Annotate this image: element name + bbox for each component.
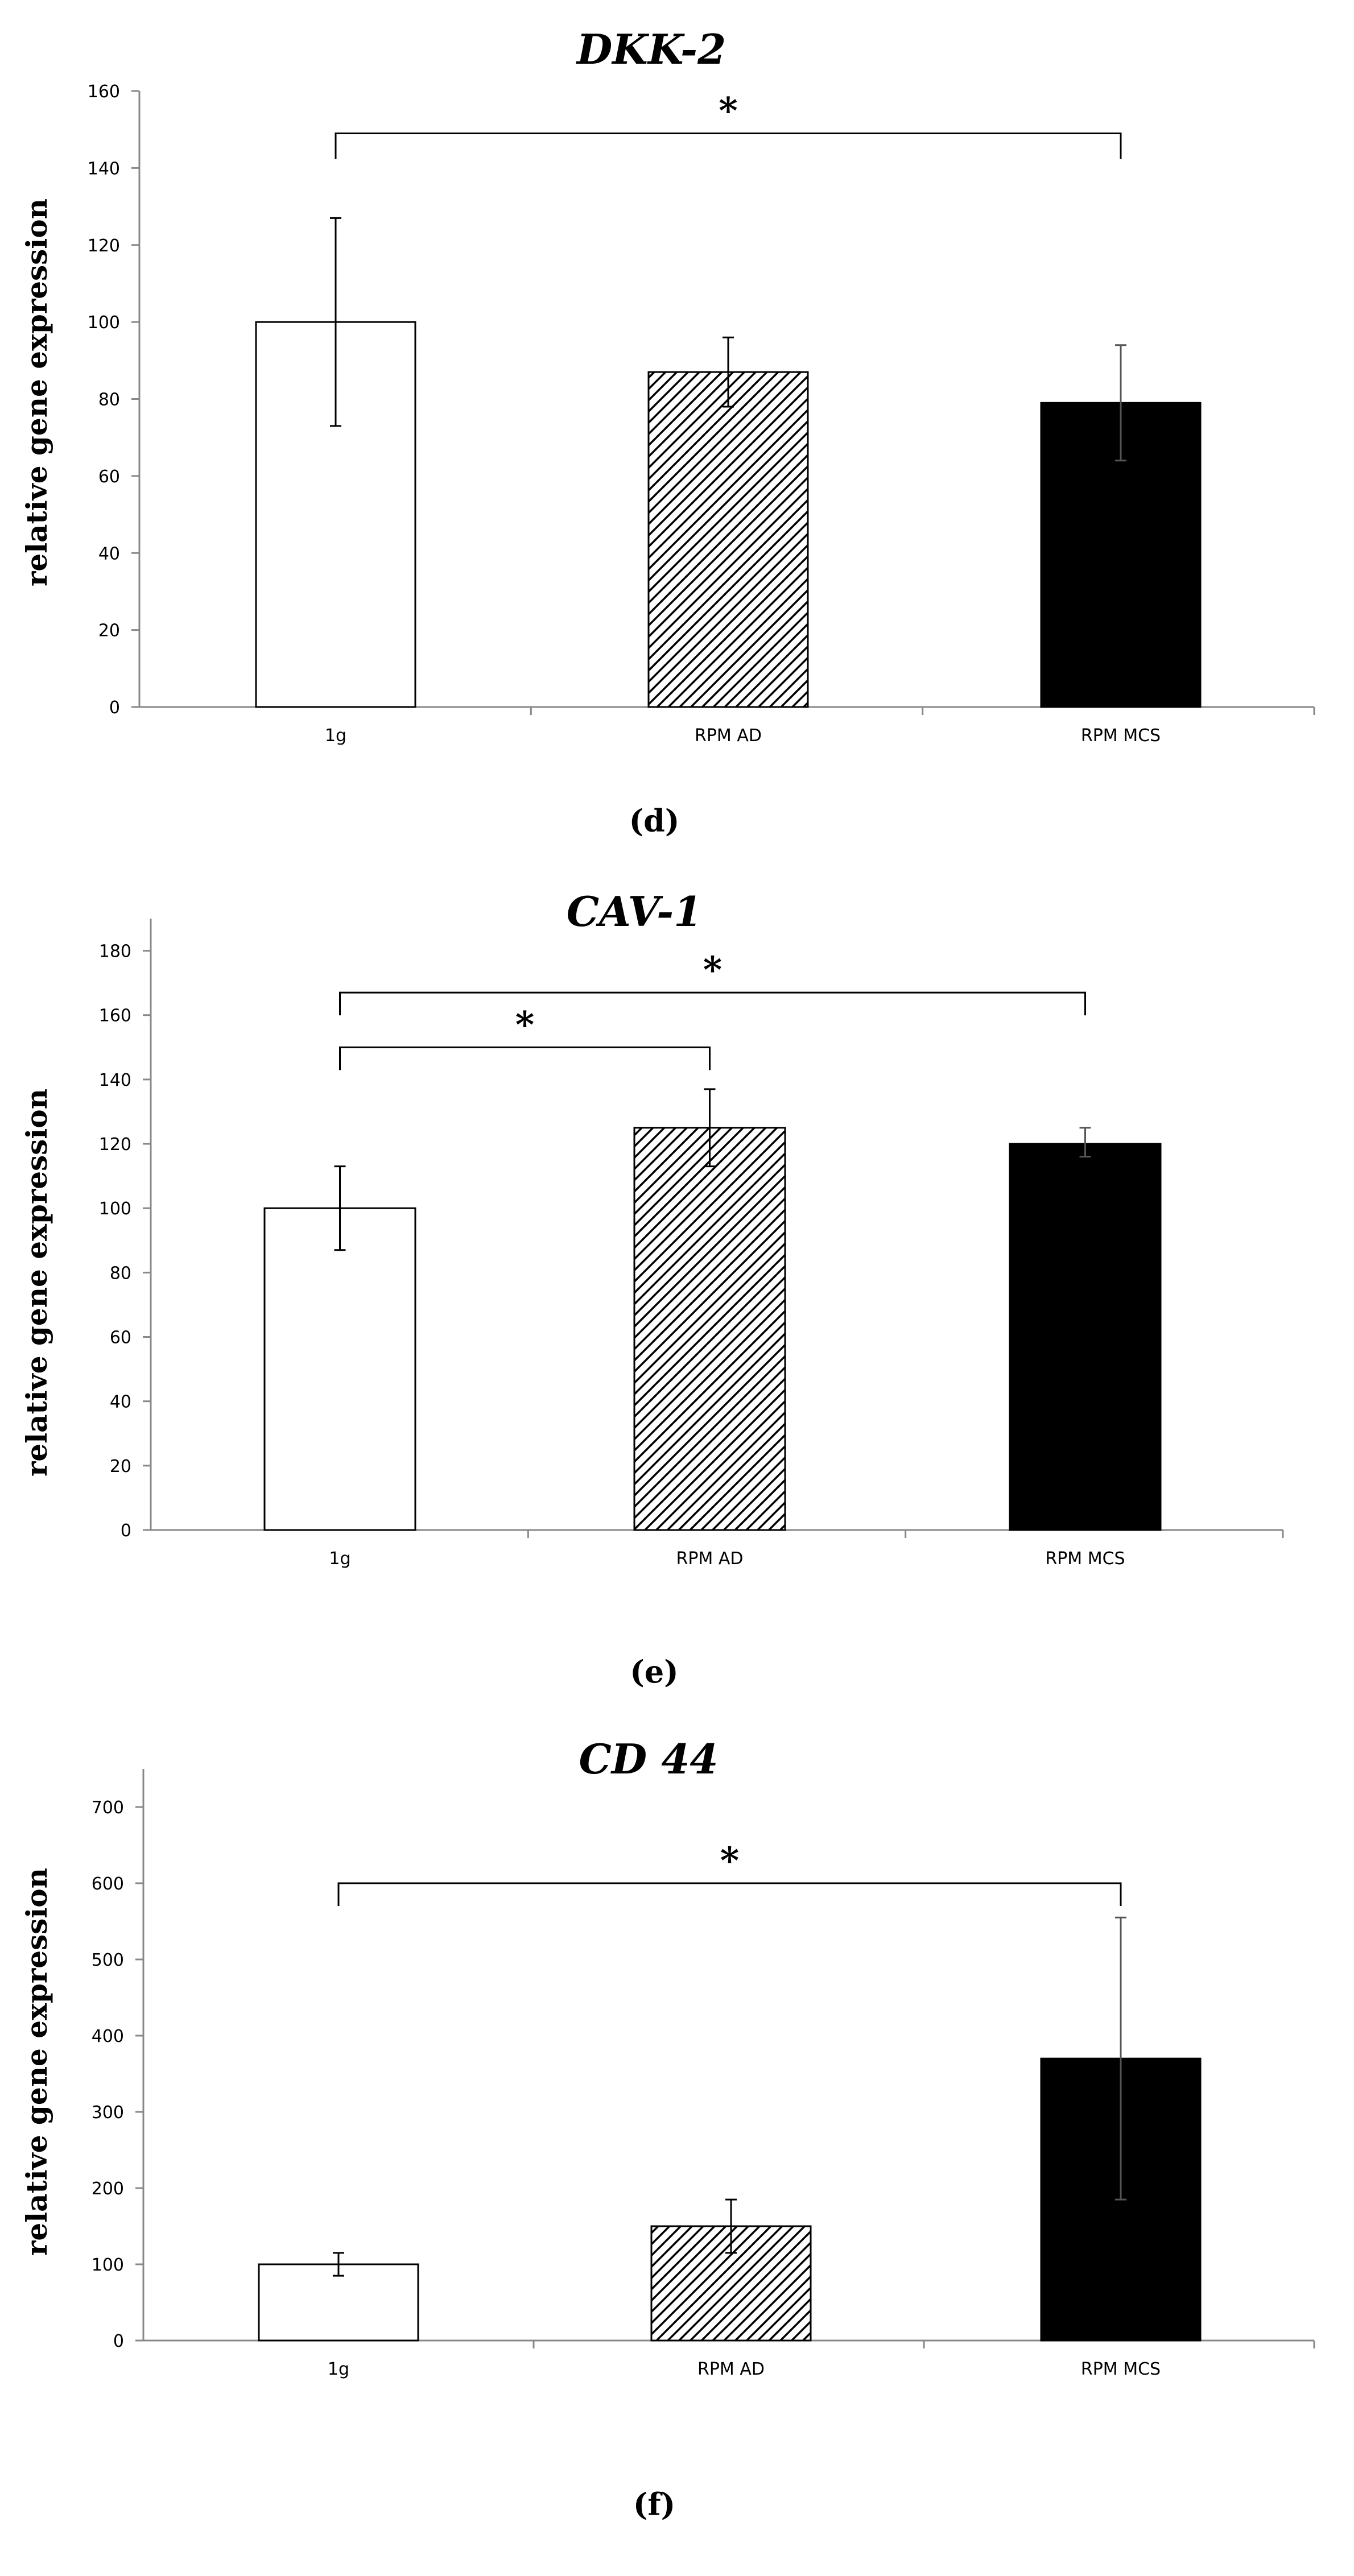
y-tick-label: 600: [92, 1874, 124, 1894]
chart-panel-cd44: CD 44 relative gene expression 0 100 200 300 4…: [20, 1735, 1315, 2523]
panel-caption: (d): [629, 803, 680, 839]
significance-star: *: [720, 1839, 739, 1882]
significance-star: *: [719, 89, 737, 132]
x-category-label: 1g: [329, 1549, 350, 1569]
y-tick-label: 400: [92, 2027, 124, 2046]
panel-caption: (f): [633, 2486, 675, 2523]
significance-bracket: [339, 1046, 711, 1070]
y-tick-label: 100: [88, 313, 120, 333]
y-tick-label: 140: [88, 159, 120, 179]
y-tick-label: 80: [110, 1263, 131, 1283]
x-category-label: 1g: [328, 2359, 349, 2379]
y-tick-label: 100: [99, 1199, 131, 1219]
y-tick-label: 700: [92, 1798, 124, 1818]
significance-bracket: [337, 1882, 1122, 1906]
significance-bracket: [335, 132, 1122, 159]
y-tick-label: 120: [99, 1135, 131, 1155]
y-tick-label: 500: [92, 1950, 124, 1970]
y-tick-label: 40: [98, 544, 120, 564]
y-tick-label: 200: [92, 2179, 124, 2199]
x-category-label: RPM AD: [697, 2359, 765, 2379]
y-tick-label: 60: [98, 467, 120, 487]
chart-title: DKK-2: [576, 25, 726, 73]
chart-title: CAV-1: [567, 887, 703, 936]
chart-title: CD 44: [579, 1735, 718, 1783]
bar-rpm-mcs: [1009, 1143, 1162, 1531]
y-tick-label: 20: [98, 621, 120, 641]
y-tick-label: 140: [99, 1070, 131, 1090]
significance-star: *: [515, 1003, 534, 1046]
x-category-label: RPM AD: [676, 1549, 744, 1569]
y-tick-label: 160: [88, 82, 120, 102]
y-tick-label: 80: [98, 390, 120, 410]
y-tick-label: 40: [110, 1392, 131, 1412]
y-axis-label: relative gene expression: [20, 199, 53, 586]
chart-panel-cav1: CAV-1 relative gene expression 0 20 40 60 80 10…: [20, 887, 1284, 1690]
bar-1g: [263, 1207, 416, 1531]
y-tick-label: 100: [92, 2255, 124, 2275]
chart-panel-dkk2: DKK-2 relative gene expression 0 20 40 60 80 10…: [20, 25, 1315, 839]
y-tick-label: 160: [99, 1006, 131, 1026]
x-category-label: 1g: [325, 726, 346, 746]
bar-rpm-ad: [647, 371, 809, 708]
significance-star: *: [703, 949, 722, 991]
x-category-label: RPM AD: [695, 726, 762, 746]
y-tick-label: 0: [113, 2331, 124, 2351]
y-tick-label: 180: [99, 942, 131, 962]
y-tick-label: 0: [109, 698, 120, 718]
y-tick-label: 120: [88, 236, 120, 256]
bar-rpm-ad: [633, 1127, 786, 1531]
y-tick-label: 20: [110, 1457, 131, 1477]
panel-caption: (e): [630, 1653, 678, 1690]
x-category-label: RPM MCS: [1045, 1549, 1125, 1569]
y-tick-label: 0: [121, 1521, 131, 1541]
y-tick-label: 300: [92, 2103, 124, 2123]
x-category-label: RPM MCS: [1081, 726, 1161, 746]
y-tick-label: 60: [110, 1328, 131, 1348]
y-axis-label: relative gene expression: [20, 1868, 53, 2256]
significance-bracket: [339, 991, 1086, 1016]
y-axis-label: relative gene expression: [20, 1089, 53, 1477]
x-category-label: RPM MCS: [1081, 2359, 1161, 2379]
